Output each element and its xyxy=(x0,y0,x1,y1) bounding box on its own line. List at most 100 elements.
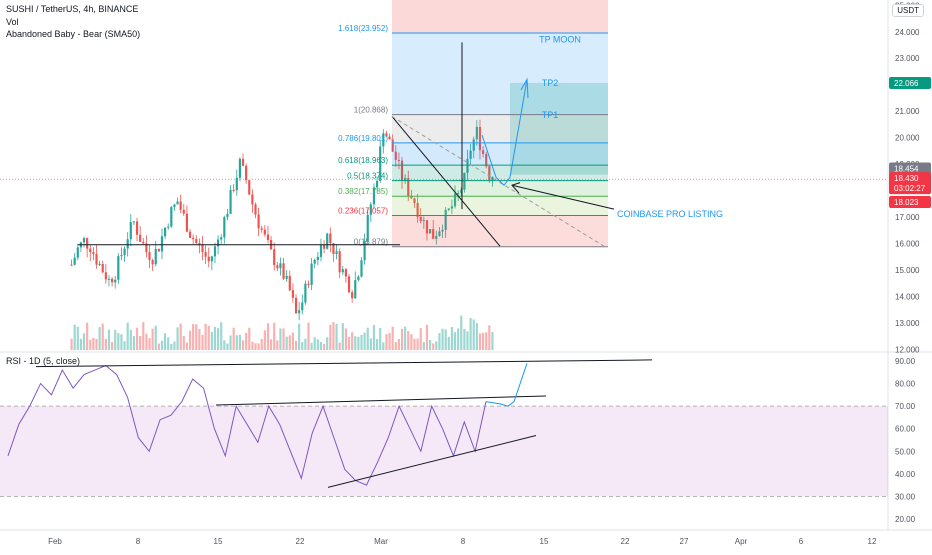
candle-body xyxy=(379,146,382,181)
x-tick-label: 27 xyxy=(680,537,689,546)
volume-bar xyxy=(213,326,217,350)
volume-bar xyxy=(151,328,154,350)
volume-bar xyxy=(276,340,279,350)
volume-bar xyxy=(335,323,338,350)
volume-bar xyxy=(226,343,229,350)
volume-bar xyxy=(114,329,117,350)
x-tick-label: Feb xyxy=(48,537,62,546)
volume-bar xyxy=(107,329,111,350)
candle-body xyxy=(238,158,242,178)
candle-body xyxy=(126,239,129,249)
currency-button[interactable]: USDT xyxy=(892,4,924,17)
candle-body xyxy=(273,249,276,266)
candle-body xyxy=(351,292,354,299)
candle-body xyxy=(195,239,198,244)
candle-body xyxy=(435,235,438,239)
volume-bar xyxy=(195,324,198,350)
volume-bar xyxy=(366,327,369,350)
rsi-y-tick-label: 30.00 xyxy=(895,492,916,501)
fib-zone-4 xyxy=(392,180,608,197)
candle-body xyxy=(375,180,379,188)
rsi-line xyxy=(7,364,487,486)
volume-bar xyxy=(135,327,139,350)
candle-body xyxy=(266,234,270,240)
x-tick-label: 15 xyxy=(214,537,223,546)
candle-body xyxy=(160,236,164,252)
candle-body xyxy=(481,150,485,154)
volume-bar xyxy=(316,339,319,350)
candle-body xyxy=(335,251,338,255)
candle-body xyxy=(207,256,210,262)
rsi-pane xyxy=(0,359,888,497)
volume-bar xyxy=(170,343,173,350)
volume-bar xyxy=(400,328,404,350)
volume-bar xyxy=(285,336,288,350)
volume-bar xyxy=(416,338,419,350)
x-tick-label: 12 xyxy=(868,537,877,546)
candle-body xyxy=(245,165,248,181)
volume-bar xyxy=(238,334,242,350)
candle-body xyxy=(438,231,441,236)
candle-body xyxy=(132,221,136,223)
volume-bar xyxy=(98,326,101,350)
y-tick-label: 16.000 xyxy=(895,239,920,248)
candle-body xyxy=(475,127,478,140)
volume-bar xyxy=(453,332,457,350)
y-tick-label: 20.000 xyxy=(895,134,920,143)
volume-bar xyxy=(438,333,441,350)
fib-label: 0(15.879) xyxy=(354,238,389,247)
candle-body xyxy=(307,283,310,286)
candle-body xyxy=(397,159,401,161)
volume-bar xyxy=(469,318,472,350)
candle-body xyxy=(248,180,251,195)
candle-body xyxy=(394,151,397,160)
candle-body xyxy=(201,244,204,253)
wedge-line xyxy=(391,116,501,247)
price-badge xyxy=(889,162,931,175)
volume-bar xyxy=(310,342,313,350)
volume-bar xyxy=(173,341,176,350)
candle-body xyxy=(322,244,326,249)
volume-bar xyxy=(294,340,298,350)
volume-bar xyxy=(101,323,104,350)
volume-bar xyxy=(313,337,316,350)
volume-bar xyxy=(95,338,98,350)
candle-body xyxy=(344,269,348,277)
volume-bar xyxy=(450,327,454,350)
candle-body xyxy=(313,259,316,264)
volume-bar xyxy=(447,336,450,350)
fib-zone-2 xyxy=(392,142,608,166)
volume-bar xyxy=(220,322,223,350)
volume-bar xyxy=(148,338,151,350)
candle-body xyxy=(388,136,391,140)
volume-bar xyxy=(110,342,114,350)
rsi-resistance-line xyxy=(35,359,653,368)
candle-body xyxy=(129,222,132,240)
volume-bar xyxy=(291,332,295,350)
x-tick-label: 22 xyxy=(621,537,630,546)
candle-body xyxy=(263,229,266,235)
candle-body xyxy=(354,280,357,299)
volume-bar xyxy=(188,330,192,350)
volume-bar xyxy=(481,332,485,350)
candle-body xyxy=(457,193,460,195)
candle-body xyxy=(410,195,413,199)
volume-bar xyxy=(319,341,323,350)
volume-bar xyxy=(388,333,391,350)
candle-body xyxy=(341,269,344,273)
volume-bar xyxy=(70,338,73,350)
candle-body xyxy=(89,248,92,253)
volume-bar xyxy=(397,338,401,350)
tp-box xyxy=(510,82,608,175)
candle-body xyxy=(319,244,323,257)
volume-bar xyxy=(185,342,189,350)
candle-body xyxy=(142,241,145,244)
candle-body xyxy=(182,209,185,214)
volume-bar xyxy=(269,339,273,350)
rsi-projected-path xyxy=(485,363,528,407)
y-tick-label: 24.000 xyxy=(895,28,920,37)
candle-body xyxy=(425,220,429,234)
volume-bar xyxy=(463,329,466,350)
